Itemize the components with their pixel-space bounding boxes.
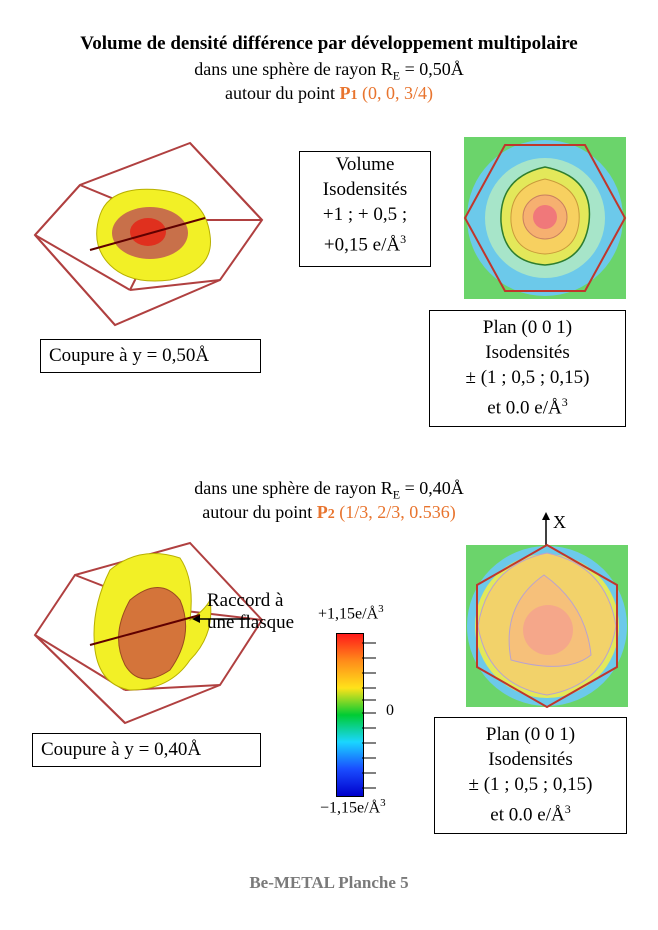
volume-figure-1 <box>33 141 264 327</box>
axis-line-2 <box>89 614 201 646</box>
colorbar-min-label: −1,15e/Å3 <box>320 797 386 817</box>
plane-legend-2-line-3: ± (1 ; 0,5 ; 0,15) <box>468 774 593 795</box>
flange-annotation: Raccord à une flasque <box>207 590 294 634</box>
plane-map-1 <box>463 137 627 299</box>
hexagonal-cell-1 <box>33 141 264 327</box>
plane-legend-1-line-2: Isodensités <box>485 342 570 363</box>
x-axis-arrow <box>542 512 550 547</box>
colorbar-zero-label: 0 <box>386 702 394 719</box>
point-line-2: autour du point P2 (1/3, 2/3, 0.536) <box>202 502 456 522</box>
cut-label-2: Coupure à y = 0,40Å <box>32 733 261 767</box>
plane-legend-box-2: Plan (0 0 1) Isodensités ± (1 ; 0,5 ; 0,… <box>434 717 627 834</box>
plane-legend-2-line-1: Plan (0 0 1) <box>485 724 576 745</box>
plane-legend-1-line-1: Plan (0 0 1) <box>482 317 573 338</box>
hexagon-outline-1 <box>463 144 627 292</box>
isosurface-1 <box>96 188 211 282</box>
hexagon-outline-2 <box>476 543 618 709</box>
isosurface-2 <box>93 553 212 691</box>
flange-annotation-line-2: une flasque <box>207 612 295 633</box>
plane-legend-1-line-4: et 0.0 e/Å3 <box>487 395 568 419</box>
volume-legend-line-3: +1 ; + 0,5 ; <box>322 204 408 225</box>
volume-legend-line-1: Volume <box>335 154 395 175</box>
colorbar-max-label: +1,15e/Å3 <box>318 603 384 623</box>
plane-legend-2-line-2: Isodensités <box>488 749 573 770</box>
footer-caption: Be-METAL Planche 5 <box>249 873 409 892</box>
x-axis-label: X <box>553 512 566 532</box>
colorbar-ticks <box>362 642 376 789</box>
point-line-1: autour du point P1 (0, 0, 3/4) <box>225 83 433 103</box>
plane-legend-2-line-4: et 0.0 e/Å3 <box>490 802 571 826</box>
volume-legend-line-4: +0,15 e/Å3 <box>323 232 407 256</box>
sphere-radius-line-1: dans une sphère de rayon RE = 0,50Å <box>194 59 464 83</box>
flange-arrow <box>192 615 250 623</box>
page-title: Volume de densité différence par dévelop… <box>80 33 578 54</box>
sphere-radius-line-2: dans une sphère de rayon RE = 0,40Å <box>194 478 464 502</box>
volume-legend-box: Volume Isodensités +1 ; + 0,5 ; +0,15 e/… <box>299 151 431 267</box>
volume-legend-line-2: Isodensités <box>322 179 408 200</box>
axis-line-1 <box>89 217 206 251</box>
plane-map-2 <box>466 543 628 709</box>
plane-legend-box-1: Plan (0 0 1) Isodensités ± (1 ; 0,5 ; 0,… <box>429 310 626 427</box>
cut-label-1: Coupure à y = 0,50Å <box>40 339 261 373</box>
volume-figure-2 <box>33 541 264 725</box>
colorbar <box>336 633 364 797</box>
plane-legend-1-line-3: ± (1 ; 0,5 ; 0,15) <box>465 367 590 388</box>
flange-annotation-line-1: Raccord à <box>207 590 284 611</box>
